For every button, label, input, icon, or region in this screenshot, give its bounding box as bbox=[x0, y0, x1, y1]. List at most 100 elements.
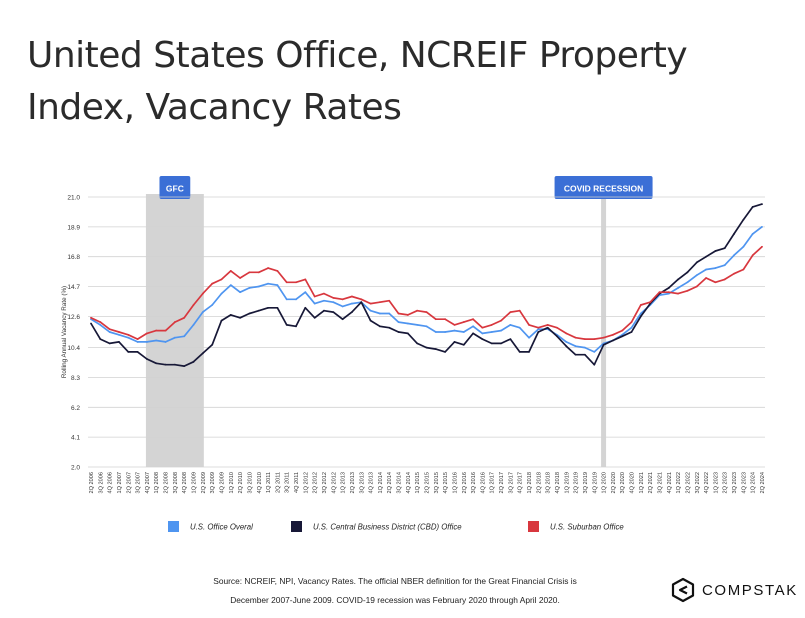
data-point-2-41 bbox=[472, 318, 474, 321]
data-point-2-27 bbox=[341, 298, 344, 301]
region-label-0: GFC bbox=[166, 184, 184, 194]
x-tick-label-27: 1Q 2013 bbox=[341, 472, 347, 493]
source-note: Source: NCREIF, NPI, Vacancy Rates. The … bbox=[160, 572, 630, 610]
source-line-1: Source: NCREIF, NPI, Vacancy Rates. The … bbox=[213, 576, 577, 586]
data-point-0-30 bbox=[369, 309, 372, 312]
x-tick-label-25: 3Q 2012 bbox=[322, 472, 328, 493]
data-point-2-15 bbox=[229, 269, 232, 272]
data-point-0-54 bbox=[593, 350, 596, 353]
data-point-1-3 bbox=[118, 341, 120, 343]
data-point-0-7 bbox=[155, 339, 158, 342]
x-tick-label-40: 2Q 2016 bbox=[462, 472, 468, 493]
y-tick-label-4: 12.6 bbox=[67, 314, 80, 321]
x-tick-label-26: 4Q 2012 bbox=[331, 472, 337, 493]
data-point-1-48 bbox=[537, 331, 540, 333]
x-tick-label-35: 1Q 2015 bbox=[415, 472, 421, 493]
data-point-1-65 bbox=[695, 261, 698, 264]
data-point-2-13 bbox=[211, 282, 214, 285]
data-point-1-5 bbox=[136, 350, 139, 353]
data-point-1-54 bbox=[593, 363, 596, 366]
data-point-0-27 bbox=[341, 305, 344, 308]
data-point-2-37 bbox=[434, 318, 437, 321]
data-point-0-24 bbox=[313, 302, 316, 305]
data-point-1-64 bbox=[686, 271, 689, 274]
data-point-2-58 bbox=[630, 321, 633, 323]
x-tick-label-33: 3Q 2014 bbox=[397, 472, 403, 493]
data-point-0-65 bbox=[695, 274, 698, 277]
data-point-0-8 bbox=[164, 341, 167, 343]
x-tick-label-28: 2Q 2013 bbox=[350, 472, 356, 493]
data-point-0-16 bbox=[239, 291, 242, 294]
x-tick-label-62: 4Q 2021 bbox=[667, 472, 673, 493]
x-tick-label-18: 4Q 2010 bbox=[257, 472, 263, 493]
title-line-2: Index, Vacancy Rates bbox=[27, 87, 402, 128]
data-point-0-32 bbox=[388, 312, 391, 315]
data-point-1-19 bbox=[267, 306, 269, 309]
data-point-2-51 bbox=[565, 332, 568, 335]
legend-swatch-1 bbox=[291, 521, 302, 532]
data-point-2-66 bbox=[705, 277, 707, 279]
data-point-0-69 bbox=[733, 254, 735, 257]
vacancy-chart: GFC COVID RECESSION 21.0 18.9 16.8 14.7 12.6 10… bbox=[61, 176, 766, 532]
data-point-1-67 bbox=[714, 250, 717, 252]
y-tick-label-8: 4.1 bbox=[71, 435, 80, 442]
data-point-0-62 bbox=[667, 292, 670, 295]
data-point-1-10 bbox=[183, 365, 186, 368]
region-label-box-1 bbox=[554, 176, 653, 199]
data-point-1-30 bbox=[369, 319, 372, 322]
x-tick-label-37: 3Q 2015 bbox=[434, 472, 440, 493]
y-tick-label-7: 6.2 bbox=[71, 405, 80, 412]
data-point-2-32 bbox=[388, 299, 391, 302]
data-point-0-6 bbox=[146, 341, 148, 343]
data-point-2-4 bbox=[127, 333, 130, 336]
data-point-1-49 bbox=[546, 326, 549, 329]
data-point-1-66 bbox=[705, 255, 707, 258]
data-point-1-28 bbox=[351, 311, 353, 314]
data-point-2-24 bbox=[313, 295, 316, 298]
data-point-1-58 bbox=[630, 331, 633, 333]
x-tick-label-12: 2Q 2009 bbox=[201, 472, 207, 493]
data-point-0-36 bbox=[425, 325, 428, 328]
x-tick-label-34: 4Q 2014 bbox=[406, 472, 412, 493]
x-tick-label-0: 2Q 2006 bbox=[89, 472, 95, 493]
series-points-0 bbox=[90, 225, 763, 353]
data-point-2-18 bbox=[257, 271, 260, 274]
data-point-1-17 bbox=[248, 312, 251, 315]
data-point-0-72 bbox=[761, 225, 763, 228]
data-point-1-15 bbox=[229, 314, 232, 316]
x-tick-label-8: 2Q 2008 bbox=[164, 472, 170, 493]
data-point-1-1 bbox=[99, 338, 102, 341]
y-tick-label-9: 2.0 bbox=[71, 465, 80, 472]
data-point-2-31 bbox=[379, 301, 381, 304]
x-tick-label-36: 2Q 2015 bbox=[425, 472, 431, 493]
data-point-2-30 bbox=[369, 302, 372, 305]
legend-label-2: U.S. Suburban Office bbox=[550, 523, 624, 532]
data-point-1-6 bbox=[146, 358, 148, 360]
chart-title: United States Office, NCREIF Property In… bbox=[27, 30, 787, 134]
data-point-2-23 bbox=[304, 278, 307, 281]
x-tick-label-66: 4Q 2022 bbox=[704, 472, 710, 493]
data-point-0-48 bbox=[537, 328, 540, 331]
data-point-0-46 bbox=[518, 326, 521, 329]
region-label-box-0 bbox=[159, 176, 191, 199]
data-point-1-21 bbox=[285, 323, 288, 326]
data-point-2-64 bbox=[686, 289, 689, 292]
data-point-0-23 bbox=[304, 291, 307, 294]
data-point-2-6 bbox=[146, 332, 148, 335]
data-point-2-35 bbox=[416, 309, 419, 312]
x-tick-label-55: 1Q 2020 bbox=[602, 472, 608, 493]
x-tick-label-38: 4Q 2015 bbox=[443, 472, 449, 493]
data-point-2-60 bbox=[649, 301, 652, 304]
legend-label-1: U.S. Central Business District (CBD) Off… bbox=[313, 523, 462, 532]
data-point-0-3 bbox=[118, 333, 120, 336]
data-point-0-17 bbox=[248, 287, 251, 289]
data-point-1-4 bbox=[127, 350, 130, 353]
data-point-0-33 bbox=[397, 321, 400, 323]
data-point-2-7 bbox=[155, 329, 158, 332]
data-point-0-2 bbox=[108, 331, 111, 333]
data-point-0-58 bbox=[630, 326, 633, 329]
x-tick-label-6: 4Q 2007 bbox=[145, 472, 151, 493]
title-line-1: United States Office, NCREIF Property bbox=[27, 35, 688, 76]
x-tick-label-44: 2Q 2017 bbox=[499, 472, 505, 493]
data-point-2-40 bbox=[462, 321, 465, 323]
